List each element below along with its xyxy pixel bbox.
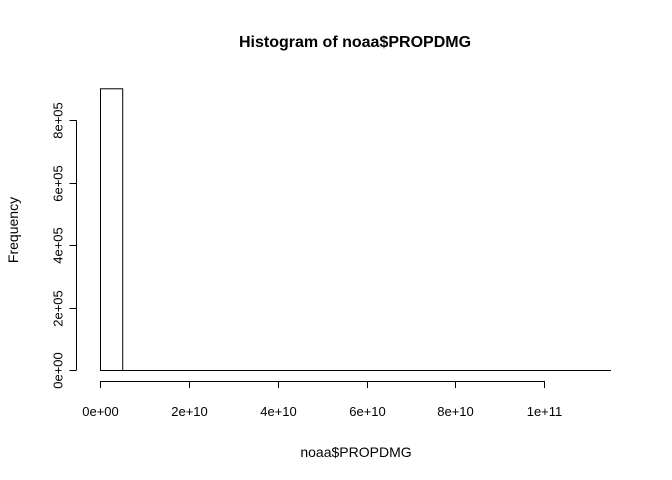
x-axis-label: noaa$PROPDMG [300, 444, 411, 460]
x-tick-label-2: 4e+10 [260, 404, 297, 419]
y-tick-label-3: 6e+05 [51, 165, 66, 202]
x-ticks-group: 0e+00 2e+10 4e+10 6e+10 8e+10 1e+11 [82, 381, 562, 419]
y-tick-label-4: 8e+05 [51, 102, 66, 139]
chart-title: Histogram of noaa$PROPDMG [239, 34, 471, 51]
x-tick-label-3: 6e+10 [349, 404, 386, 419]
x-tick-label-0: 0e+00 [82, 404, 119, 419]
x-tick-label-5: 1e+11 [527, 404, 563, 419]
y-tick-label-0: 0e+00 [51, 352, 66, 389]
bars-group [100, 88, 124, 371]
y-axis-label: Frequency [5, 197, 21, 263]
x-tick-label-1: 2e+10 [171, 404, 208, 419]
histogram-bar-0 [100, 88, 124, 371]
x-tick-label-4: 8e+10 [437, 404, 474, 419]
y-tick-label-2: 4e+05 [51, 227, 66, 264]
y-ticks-group: 0e+00 2e+05 4e+05 6e+05 8e+05 [51, 102, 77, 389]
y-tick-label-1: 2e+05 [51, 290, 66, 327]
